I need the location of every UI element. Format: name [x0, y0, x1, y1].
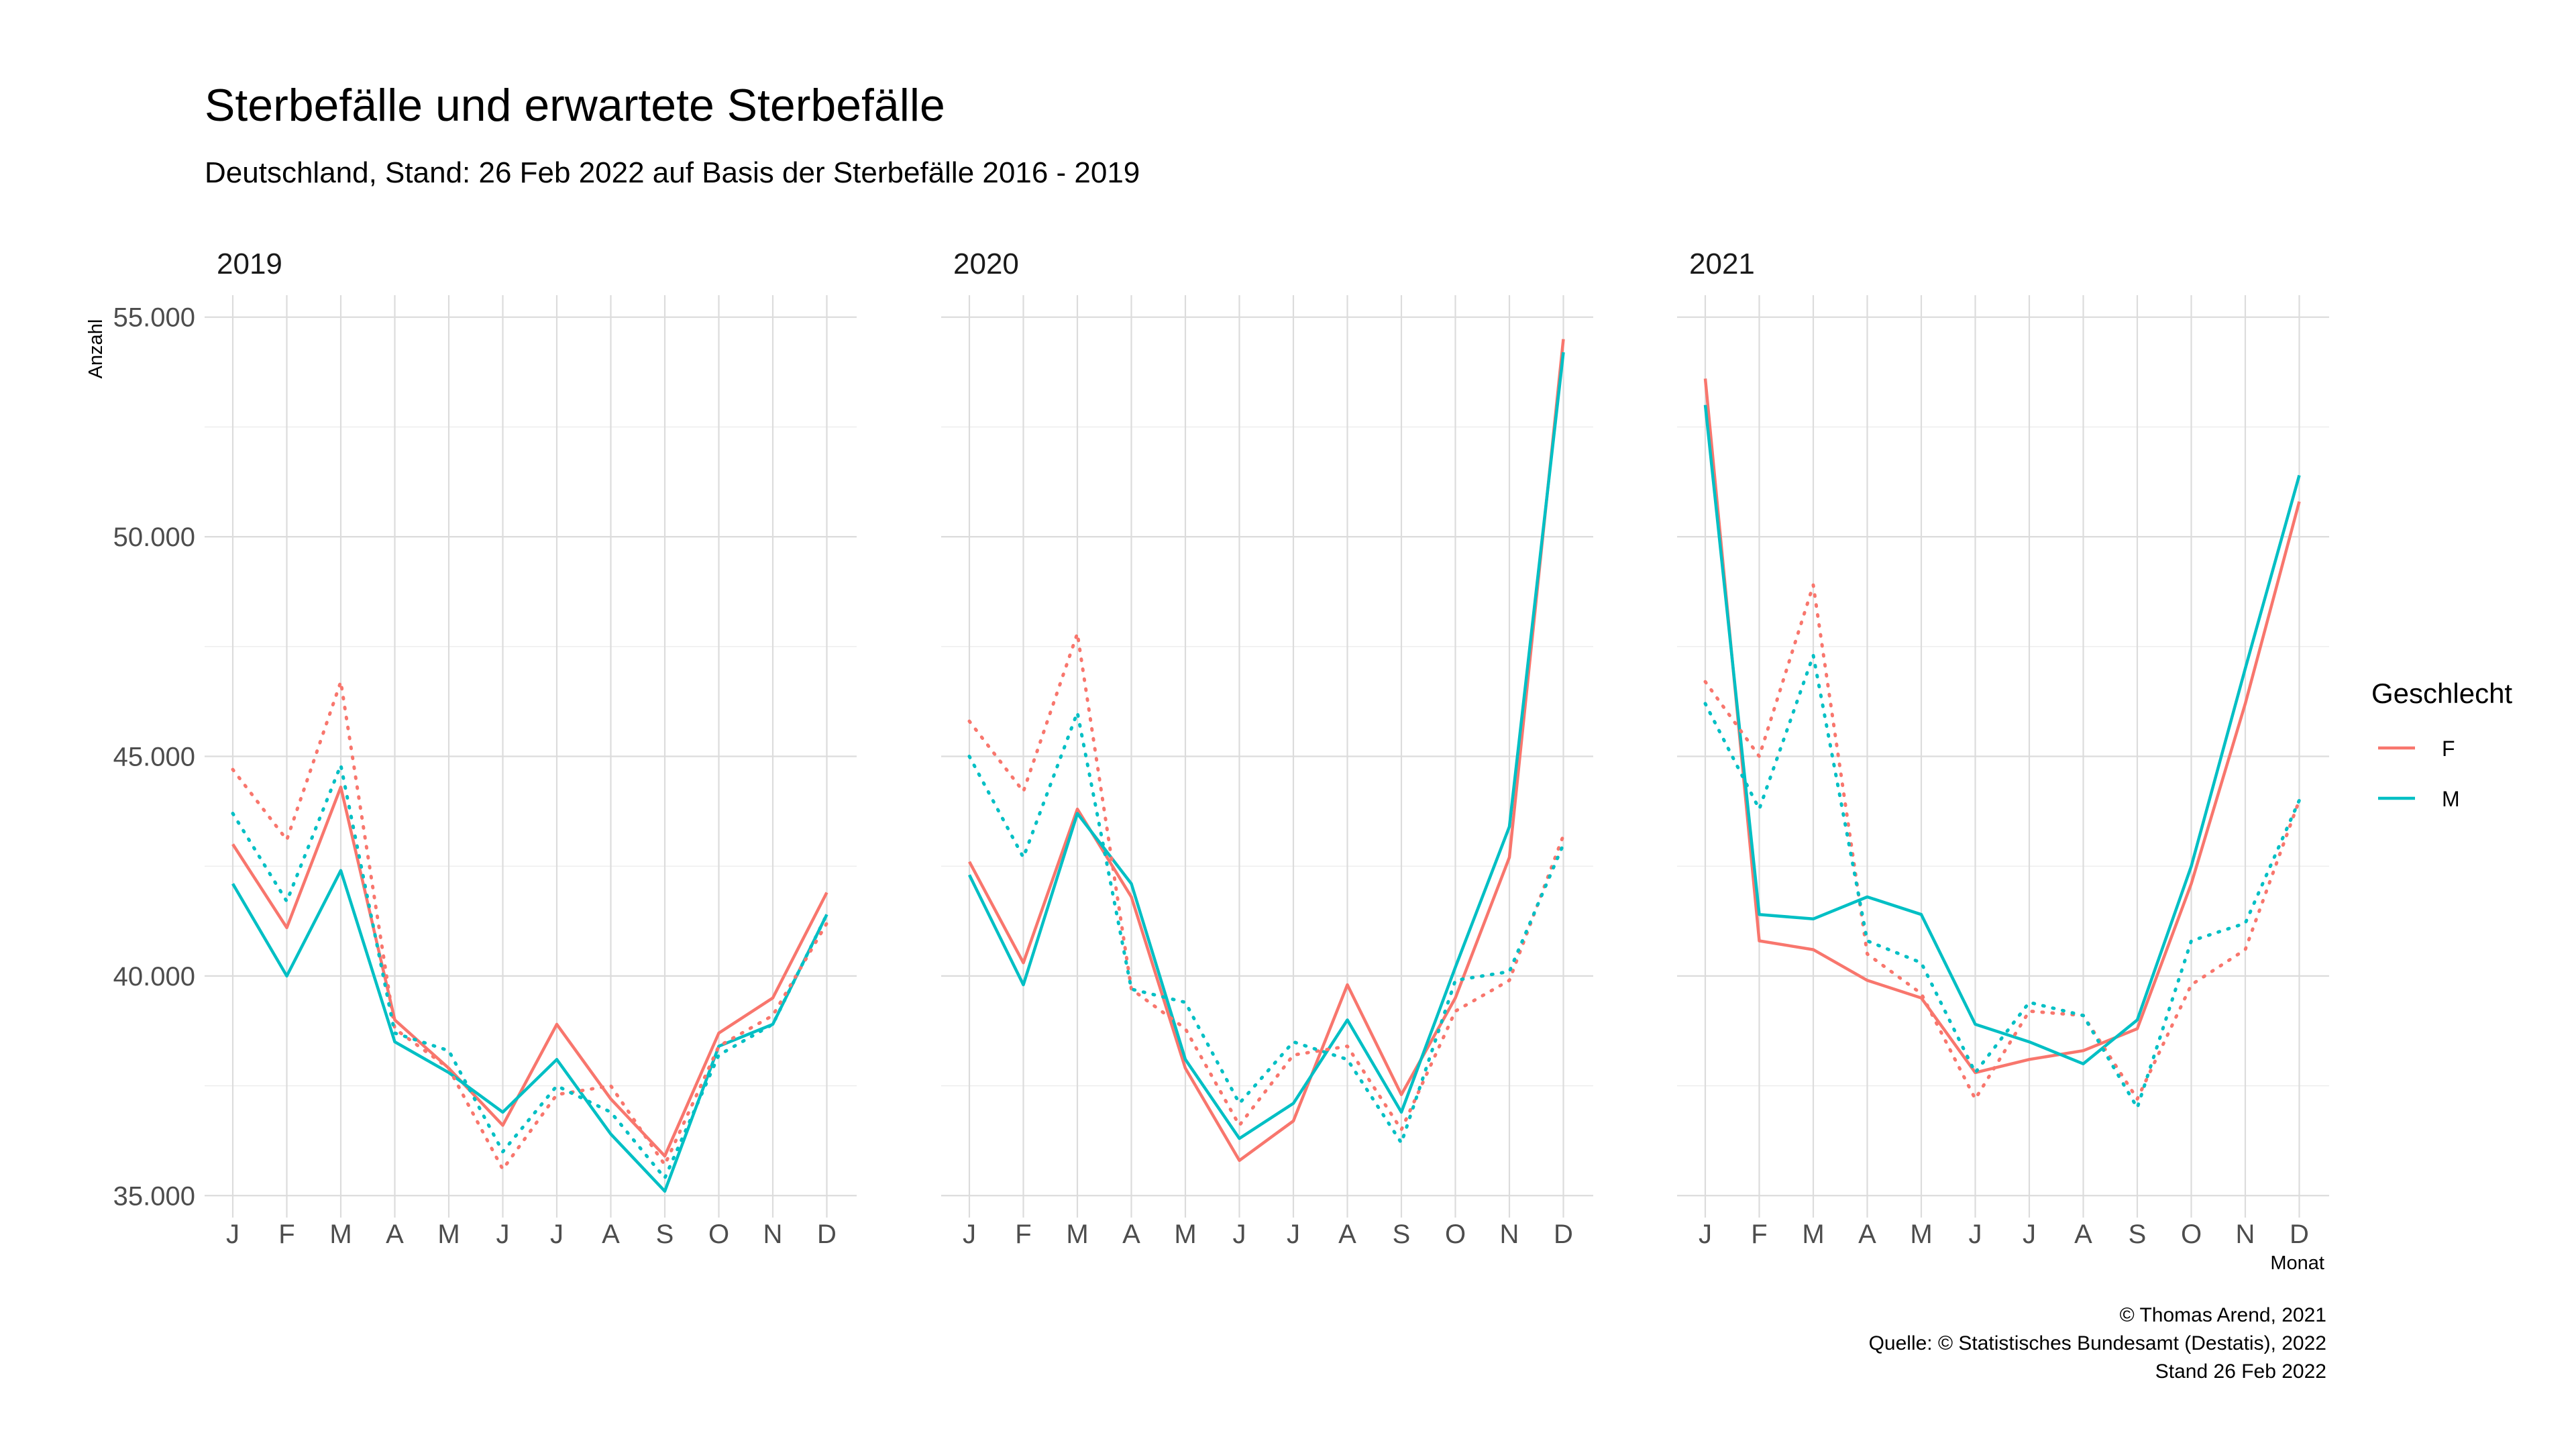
- series-line-M-expected: [1703, 653, 2301, 1110]
- y-tick-label: 40.000: [113, 962, 195, 991]
- panel-label: 2020: [953, 248, 1019, 280]
- series-line-M-actual: [967, 352, 1565, 1140]
- x-tick-label: S: [1393, 1220, 1411, 1249]
- panel-2021: 2021 J F M A M J J A S O N D: [1677, 248, 2329, 1249]
- series-line-F-expected: [231, 680, 828, 1171]
- legend-label-F: F: [2442, 737, 2455, 761]
- x-tick-label: J: [550, 1220, 564, 1249]
- panel-label: 2019: [217, 248, 282, 280]
- x-tick-label: O: [2181, 1220, 2202, 1249]
- x-tick-label: J: [226, 1220, 239, 1249]
- x-tick-label: A: [2074, 1220, 2092, 1249]
- x-tick-label: O: [708, 1220, 729, 1249]
- x-tick-label: N: [1500, 1220, 1519, 1249]
- series-line-M-expected: [231, 763, 828, 1180]
- x-tick-label: D: [1554, 1220, 1573, 1249]
- series-line-M-expected: [967, 710, 1565, 1145]
- x-tick-label: M: [437, 1220, 460, 1249]
- x-axis-title: Monat: [2270, 1252, 2324, 1274]
- x-tick-label: N: [2236, 1220, 2255, 1249]
- x-tick-label: F: [278, 1220, 294, 1249]
- x-tick-label: F: [1751, 1220, 1767, 1249]
- y-tick-label: 50.000: [113, 523, 195, 552]
- series-line-F-actual: [231, 786, 828, 1158]
- series-line-F-expected: [967, 631, 1565, 1132]
- x-tick-label: A: [1122, 1220, 1140, 1249]
- x-tick-label: M: [1174, 1220, 1196, 1249]
- series-line-M-actual: [1703, 405, 2301, 1066]
- x-tick-label: M: [1802, 1220, 1824, 1249]
- x-tick-label: S: [656, 1220, 674, 1249]
- chart-title: Sterbefälle und erwartete Sterbefälle: [205, 80, 945, 131]
- legend: Geschlecht FM: [2371, 678, 2512, 811]
- legend-items: FM: [2378, 737, 2460, 811]
- caption: © Thomas Arend, 2021 Quelle: © Statistis…: [1869, 1304, 2326, 1383]
- x-tick-label: O: [1445, 1220, 1466, 1249]
- panel-2019: 2019 35.000 40.000 45.000 50.000 55.000 J F M A M J…: [113, 248, 857, 1249]
- x-tick-label: D: [2290, 1220, 2309, 1249]
- panel-label: 2021: [1689, 248, 1755, 280]
- y-tick-label: 35.000: [113, 1181, 195, 1211]
- caption-line-author: © Thomas Arend, 2021: [2120, 1304, 2326, 1326]
- panel-2020: 2020 J F M A M J J A S O N D: [941, 248, 1593, 1249]
- facet-panels: 2019 35.000 40.000 45.000 50.000 55.000 J F M A M J…: [113, 248, 2329, 1249]
- x-tick-label: J: [963, 1220, 976, 1249]
- x-tick-label: J: [496, 1220, 510, 1249]
- x-tick-label: A: [386, 1220, 404, 1249]
- series-line-F-expected: [1703, 583, 2301, 1101]
- x-tick-label: J: [1969, 1220, 1982, 1249]
- y-tick-label: 55.000: [113, 303, 195, 333]
- x-tick-label: J: [2023, 1220, 2036, 1249]
- chart-subtitle: Deutschland, Stand: 26 Feb 2022 auf Basi…: [205, 156, 1140, 189]
- legend-title: Geschlecht: [2371, 678, 2512, 709]
- caption-line-source: Quelle: © Statistisches Bundesamt (Desta…: [1869, 1332, 2326, 1354]
- x-tick-label: A: [1858, 1220, 1876, 1249]
- series-line-F-actual: [1703, 378, 2301, 1075]
- x-tick-label: N: [763, 1220, 783, 1249]
- x-tick-label: D: [817, 1220, 837, 1249]
- x-tick-label: S: [2129, 1220, 2147, 1249]
- y-tick-label: 45.000: [113, 743, 195, 772]
- x-tick-label: J: [1699, 1220, 1712, 1249]
- x-tick-label: M: [329, 1220, 352, 1249]
- y-axis-title: Anzahl: [85, 319, 107, 379]
- x-tick-label: A: [1338, 1220, 1356, 1249]
- x-tick-label: J: [1287, 1220, 1300, 1249]
- x-tick-label: M: [1066, 1220, 1088, 1249]
- series-line-M-actual: [231, 869, 828, 1193]
- caption-line-date: Stand 26 Feb 2022: [2155, 1360, 2326, 1383]
- series-line-F-actual: [968, 339, 1565, 1163]
- x-tick-label: F: [1015, 1220, 1031, 1249]
- x-tick-label: J: [1233, 1220, 1246, 1249]
- x-tick-label: A: [602, 1220, 620, 1249]
- legend-label-M: M: [2442, 787, 2460, 811]
- x-tick-label: M: [1910, 1220, 1932, 1249]
